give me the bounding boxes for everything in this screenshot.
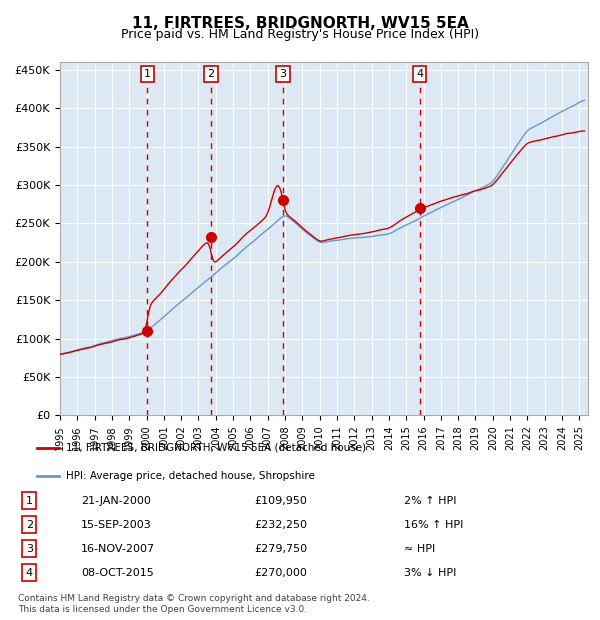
- Text: 3% ↓ HPI: 3% ↓ HPI: [404, 568, 456, 578]
- Text: 11, FIRTREES, BRIDGNORTH, WV15 5EA: 11, FIRTREES, BRIDGNORTH, WV15 5EA: [131, 16, 469, 30]
- Text: £109,950: £109,950: [254, 495, 307, 506]
- Text: HPI: Average price, detached house, Shropshire: HPI: Average price, detached house, Shro…: [66, 471, 315, 481]
- Text: 15-SEP-2003: 15-SEP-2003: [81, 520, 152, 529]
- Text: 2: 2: [26, 520, 33, 529]
- Text: 11, FIRTREES, BRIDGNORTH, WV15 5EA (detached house): 11, FIRTREES, BRIDGNORTH, WV15 5EA (deta…: [66, 443, 366, 453]
- Text: 1: 1: [26, 495, 33, 506]
- Text: 1: 1: [144, 69, 151, 79]
- Text: 21-JAN-2000: 21-JAN-2000: [81, 495, 151, 506]
- Text: 4: 4: [416, 69, 423, 79]
- Text: 16% ↑ HPI: 16% ↑ HPI: [404, 520, 463, 529]
- Text: ≈ HPI: ≈ HPI: [404, 544, 435, 554]
- Text: £279,750: £279,750: [254, 544, 307, 554]
- Text: 3: 3: [26, 544, 33, 554]
- Text: Contains HM Land Registry data © Crown copyright and database right 2024.
This d: Contains HM Land Registry data © Crown c…: [18, 595, 370, 614]
- Text: Price paid vs. HM Land Registry's House Price Index (HPI): Price paid vs. HM Land Registry's House …: [121, 28, 479, 41]
- Text: 08-OCT-2015: 08-OCT-2015: [81, 568, 154, 578]
- Text: 3: 3: [280, 69, 286, 79]
- Text: 4: 4: [26, 568, 33, 578]
- Text: 16-NOV-2007: 16-NOV-2007: [81, 544, 155, 554]
- Text: £270,000: £270,000: [254, 568, 307, 578]
- Text: £232,250: £232,250: [254, 520, 307, 529]
- Text: 2: 2: [207, 69, 214, 79]
- Text: 2% ↑ HPI: 2% ↑ HPI: [404, 495, 456, 506]
